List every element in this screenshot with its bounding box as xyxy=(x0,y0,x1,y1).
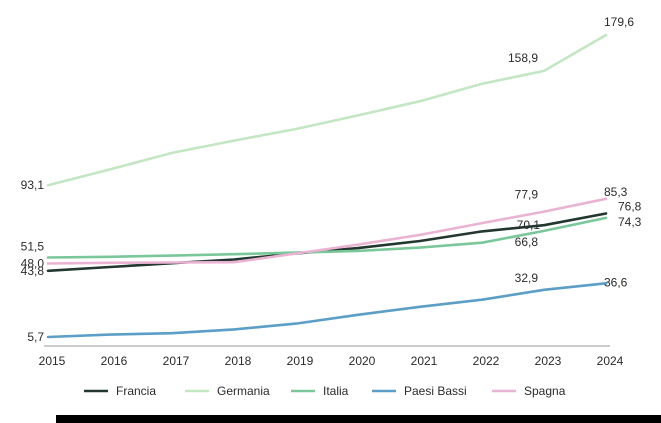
series-line-germania xyxy=(46,33,608,187)
x-tick-label: 2016 xyxy=(101,354,128,368)
x-tick-label: 2020 xyxy=(349,354,376,368)
data-label: 70,1 xyxy=(517,218,541,232)
x-tick-label: 2022 xyxy=(473,354,500,368)
data-label: 179,6 xyxy=(604,15,634,29)
x-tick-label: 2017 xyxy=(163,354,190,368)
x-axis: 2015 2016 2017 2018 2019 2020 2021 2022 2023 2024 xyxy=(39,345,624,368)
x-tick-label: 2015 xyxy=(39,354,66,368)
data-label: 93,1 xyxy=(21,178,45,192)
x-tick-label: 2024 xyxy=(597,354,624,368)
data-label: 85,3 xyxy=(604,185,628,199)
legend-label: Spagna xyxy=(524,384,566,398)
x-tick-label: 2019 xyxy=(287,354,314,368)
data-label: 5,7 xyxy=(27,330,44,344)
legend-label: Germania xyxy=(217,384,270,398)
data-label: 43,8 xyxy=(21,264,45,278)
legend-label: Italia xyxy=(323,384,349,398)
legend-label: Francia xyxy=(116,384,156,398)
data-label: 77,9 xyxy=(515,188,539,202)
series-line-italia xyxy=(46,216,608,259)
bottom-bar xyxy=(56,415,661,423)
data-label: 76,8 xyxy=(618,200,642,214)
data-label: 51,5 xyxy=(21,239,45,253)
x-tick-label: 2021 xyxy=(411,354,438,368)
data-label: 48,0 xyxy=(21,257,45,271)
legend-label: Paesi Bassi xyxy=(404,384,467,398)
data-label: 32,9 xyxy=(515,271,539,285)
series-line-spagna xyxy=(46,197,608,265)
series-line-paesi-bassi xyxy=(46,281,608,339)
data-label: 158,9 xyxy=(508,51,538,65)
x-tick-label: 2023 xyxy=(535,354,562,368)
data-label: 74,3 xyxy=(618,215,642,229)
data-labels: 43,8 70,1 76,8 93,1 158,9 179,6 51,5 66,8 74,3 5,… xyxy=(21,15,642,344)
data-label: 66,8 xyxy=(515,235,539,249)
data-label: 36,6 xyxy=(604,275,628,289)
legend: Francia Germania Italia Paesi Bassi Spagna xyxy=(84,384,566,398)
x-tick-label: 2018 xyxy=(225,354,252,368)
series-lines xyxy=(46,33,608,339)
